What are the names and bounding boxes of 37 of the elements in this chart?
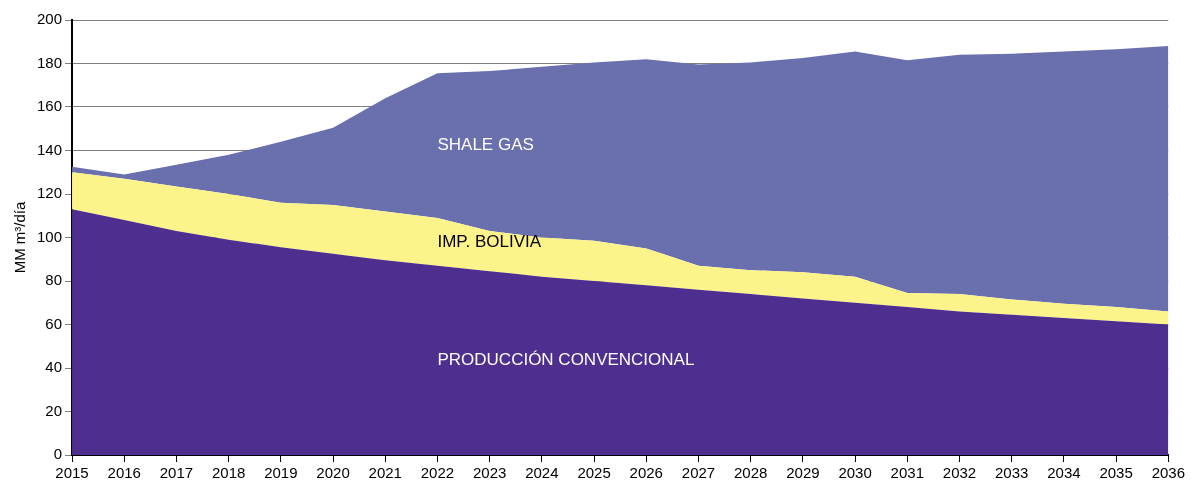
x-tick-label: 2036 [1151, 464, 1185, 482]
x-tick-label: 2034 [1047, 464, 1081, 482]
series-label: SHALE GAS [437, 135, 534, 155]
x-tick-label: 2023 [472, 464, 507, 482]
x-tick-label: 2015 [55, 464, 89, 482]
x-tick-label: 2022 [420, 464, 455, 482]
x-tick-label: 2026 [629, 464, 663, 482]
y-tick-label: 200 [37, 10, 63, 28]
y-tick-label: 100 [37, 227, 63, 245]
x-tick-label: 2028 [733, 464, 768, 482]
x-tick-label: 2019 [264, 464, 298, 482]
x-tick-label: 2029 [786, 464, 820, 482]
y-tick-label: 120 [37, 184, 63, 202]
y-tick-label: 140 [37, 140, 63, 158]
x-tick-label: 2025 [577, 464, 611, 482]
x-tick-label: 2032 [942, 464, 977, 482]
y-tick-label: 160 [37, 97, 63, 115]
y-tick-label: 40 [45, 358, 63, 376]
series-label: IMP. BOLIVIA [437, 231, 542, 251]
x-tick-label: 2030 [838, 464, 872, 482]
y-tick-label: 180 [37, 53, 63, 71]
x-tick-label: 2016 [107, 464, 141, 482]
x-tick-label: 2018 [211, 464, 246, 482]
y-axis-title: MM m³/día [11, 201, 29, 274]
y-tick-label: 60 [45, 314, 63, 332]
y-tick-label: 0 [53, 445, 63, 463]
x-tick-label: 2017 [159, 464, 194, 482]
x-tick-label: 2021 [368, 464, 402, 482]
x-tick-label: 2020 [316, 464, 350, 482]
y-tick-label: 20 [45, 401, 63, 419]
series-label: PRODUCCIÓN CONVENCIONAL [437, 350, 695, 370]
x-tick-label: 2024 [525, 464, 559, 482]
y-tick-label: 80 [45, 271, 63, 289]
x-tick-label: 2027 [681, 464, 716, 482]
x-tick-label: 2033 [995, 464, 1029, 482]
x-tick-label: 2031 [890, 464, 924, 482]
x-tick-label: 2035 [1099, 464, 1133, 482]
